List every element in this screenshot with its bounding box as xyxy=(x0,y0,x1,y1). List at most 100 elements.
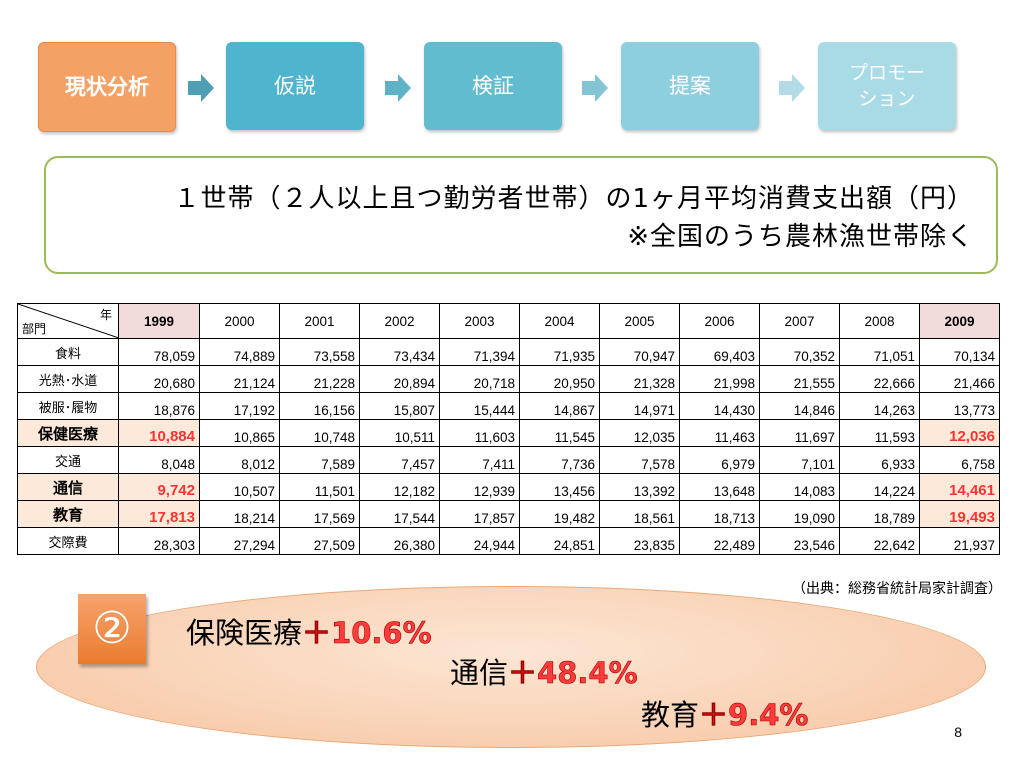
value-cell: 8,048 xyxy=(118,446,200,474)
category-cell: 光熱･水道 xyxy=(17,365,119,393)
value-cell: 17,813 xyxy=(118,500,200,528)
value-cell: 11,593 xyxy=(839,419,920,447)
table-row: 光熱･水道 20,680 21,124 21,228 20,894 20,718 20,95… xyxy=(17,365,1000,393)
category-cell: 食料 xyxy=(17,338,119,366)
value-cell: 13,456 xyxy=(519,473,600,501)
flow-step-current-analysis: 現状分析 xyxy=(38,42,176,132)
flow-step-promotion: プロモー ション xyxy=(818,42,956,130)
value-cell: 6,933 xyxy=(839,446,920,474)
value-cell: 20,894 xyxy=(359,365,440,393)
table-body: 食料 78,059 74,889 73,558 73,434 71,394 71,935 70… xyxy=(17,338,1000,555)
category-cell: 通信 xyxy=(17,473,119,501)
year-header: 2007 xyxy=(759,303,840,339)
value-cell: 71,935 xyxy=(519,338,600,366)
value-cell: 22,642 xyxy=(839,527,920,555)
value-cell: 10,748 xyxy=(279,419,360,447)
year-header: 2009 xyxy=(919,303,1000,339)
table-header-row: 年 部門 1999 2000 2001 2002 2003 2004 2005 … xyxy=(17,303,1000,339)
value-cell: 7,736 xyxy=(519,446,600,474)
result-health-care: 保険医療＋10.6% xyxy=(186,610,432,652)
value-cell: 21,228 xyxy=(279,365,360,393)
value-cell: 7,589 xyxy=(279,446,360,474)
value-cell: 6,979 xyxy=(679,446,760,474)
value-cell: 6,758 xyxy=(919,446,1000,474)
value-cell: 10,511 xyxy=(359,419,440,447)
value-cell: 19,493 xyxy=(919,500,1000,528)
value-cell: 14,846 xyxy=(759,392,840,420)
circled-number-badge: ② xyxy=(78,594,146,664)
result-change: ＋48.4% xyxy=(508,656,638,691)
value-cell: 18,214 xyxy=(199,500,280,528)
value-cell: 19,482 xyxy=(519,500,600,528)
value-cell: 22,666 xyxy=(839,365,920,393)
year-header: 1999 xyxy=(118,303,200,339)
result-label: 通信 xyxy=(450,656,509,690)
page-number: 8 xyxy=(954,724,962,740)
value-cell: 70,352 xyxy=(759,338,840,366)
value-cell: 27,294 xyxy=(199,527,280,555)
flow-arrow-icon xyxy=(779,74,805,102)
diagonal-line-icon xyxy=(18,304,119,338)
value-cell: 14,083 xyxy=(759,473,840,501)
corner-year-label: 年 xyxy=(99,308,112,322)
value-cell: 16,156 xyxy=(279,392,360,420)
corner-category-label: 部門 xyxy=(22,322,47,336)
flow-step-verification: 検証 xyxy=(424,42,562,130)
value-cell: 12,035 xyxy=(599,419,680,447)
category-cell: 交際費 xyxy=(17,527,119,555)
value-cell: 11,603 xyxy=(439,419,520,447)
year-header: 2003 xyxy=(439,303,520,339)
value-cell: 23,546 xyxy=(759,527,840,555)
value-cell: 11,545 xyxy=(519,419,600,447)
value-cell: 19,090 xyxy=(759,500,840,528)
value-cell: 15,807 xyxy=(359,392,440,420)
result-change: ＋10.6% xyxy=(302,616,432,651)
value-cell: 24,851 xyxy=(519,527,600,555)
value-cell: 28,303 xyxy=(118,527,200,555)
flow-arrow-icon xyxy=(385,74,411,102)
flow-step-proposal: 提案 xyxy=(621,42,759,130)
value-cell: 13,773 xyxy=(919,392,1000,420)
value-cell: 71,051 xyxy=(839,338,920,366)
value-cell: 21,998 xyxy=(679,365,760,393)
value-cell: 21,555 xyxy=(759,365,840,393)
table-row: 交際費 28,303 27,294 27,509 26,380 24,944 24,851 2… xyxy=(17,527,1000,555)
value-cell: 27,509 xyxy=(279,527,360,555)
flow-arrow-icon xyxy=(582,74,608,102)
category-cell: 教育 xyxy=(17,500,119,528)
value-cell: 70,947 xyxy=(599,338,680,366)
value-cell: 14,867 xyxy=(519,392,600,420)
year-header: 2001 xyxy=(279,303,360,339)
title-line-1: １世帯（２人以上且つ勤労者世帯）の1ヶ月平均消費支出額（円） xyxy=(173,184,974,214)
conclusion-ellipse xyxy=(36,586,986,748)
value-cell: 14,461 xyxy=(919,473,1000,501)
value-cell: 78,059 xyxy=(118,338,200,366)
value-cell: 7,457 xyxy=(359,446,440,474)
year-header: 2006 xyxy=(679,303,760,339)
category-cell: 保健医療 xyxy=(17,419,119,447)
value-cell: 71,394 xyxy=(439,338,520,366)
table-row: 保健医療 10,884 10,865 10,748 10,511 11,603 11,545… xyxy=(17,419,1000,447)
value-cell: 7,411 xyxy=(439,446,520,474)
year-header: 2002 xyxy=(359,303,440,339)
value-cell: 14,263 xyxy=(839,392,920,420)
value-cell: 24,944 xyxy=(439,527,520,555)
flow-arrow-icon xyxy=(188,74,214,102)
value-cell: 14,971 xyxy=(599,392,680,420)
process-flow: 現状分析 仮説 検証 提案 プロモー ション xyxy=(0,0,1024,150)
value-cell: 21,937 xyxy=(919,527,1000,555)
value-cell: 10,884 xyxy=(118,419,200,447)
value-cell: 12,182 xyxy=(359,473,440,501)
table-row: 食料 78,059 74,889 73,558 73,434 71,394 71,935 70… xyxy=(17,338,1000,366)
value-cell: 17,544 xyxy=(359,500,440,528)
value-cell: 8,012 xyxy=(199,446,280,474)
table-row: 交通 8,048 8,012 7,589 7,457 7,411 7,736 7,578 6,9… xyxy=(17,446,1000,474)
value-cell: 69,403 xyxy=(679,338,760,366)
value-cell: 21,124 xyxy=(199,365,280,393)
value-cell: 10,507 xyxy=(199,473,280,501)
value-cell: 17,857 xyxy=(439,500,520,528)
value-cell: 18,713 xyxy=(679,500,760,528)
value-cell: 17,192 xyxy=(199,392,280,420)
value-cell: 70,134 xyxy=(919,338,1000,366)
value-cell: 13,648 xyxy=(679,473,760,501)
